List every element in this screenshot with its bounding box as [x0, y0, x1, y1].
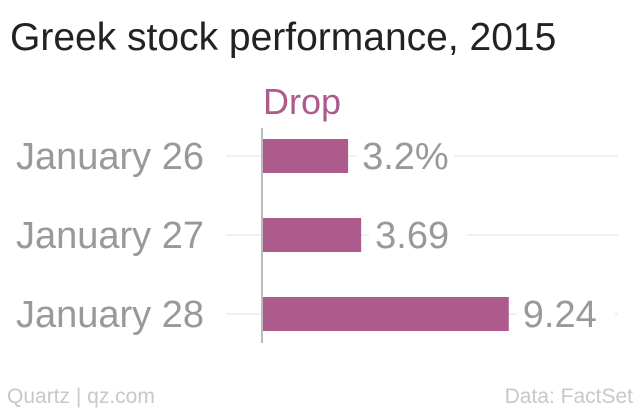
label-backdrop [356, 136, 455, 176]
bars [263, 139, 509, 331]
category-label: January 27 [16, 215, 204, 257]
label-backdrop [369, 215, 468, 255]
bar-january-27 [263, 218, 362, 252]
data-label: 3.2% [362, 136, 449, 178]
data-label: 9.24 [523, 294, 597, 336]
footer-data-credit: Data: FactSet [505, 385, 634, 408]
label-backdrop [516, 294, 615, 334]
category-label: January 28 [16, 294, 204, 336]
chart-title: Greek stock performance, 2015 [10, 16, 556, 59]
series-label: Drop [263, 81, 341, 122]
bar-january-28 [263, 297, 509, 331]
bar-january-26 [263, 139, 349, 173]
category-label: January 26 [16, 136, 204, 178]
footer-source: Quartz | qz.com [7, 385, 155, 408]
labels: 3.2% January 26 3.69 January 27 9.24 January … [16, 136, 615, 336]
data-label: 3.69 [375, 215, 449, 257]
